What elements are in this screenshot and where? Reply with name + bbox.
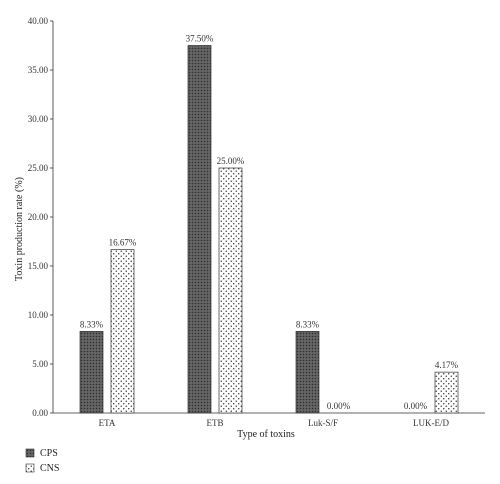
y-tick-label: 5.00 xyxy=(32,359,48,369)
bar-cps xyxy=(295,331,320,414)
legend-label-cns: CNS xyxy=(40,463,59,474)
y-tick-label: 35.00 xyxy=(28,65,49,75)
y-tick-label: 30.00 xyxy=(28,114,49,124)
x-tick-label: ETA xyxy=(99,418,116,428)
data-label-cns: 25.00% xyxy=(217,156,245,166)
y-tick-label: 0.00 xyxy=(32,408,48,418)
data-label-cps: 0.00% xyxy=(404,401,428,411)
data-label-cns: 0.00% xyxy=(327,401,351,411)
legend-swatch-cns xyxy=(25,463,35,473)
legend-label-cps: CPS xyxy=(40,448,58,459)
data-label-cps: 8.33% xyxy=(80,319,104,329)
y-tick-label: 10.00 xyxy=(28,310,49,320)
data-label-cns: 4.17% xyxy=(435,360,459,370)
bar-cns xyxy=(434,371,459,414)
y-axis-title: Toxin production rate (%) xyxy=(14,177,25,281)
y-tick-label: 20.00 xyxy=(28,212,49,222)
x-axis: ETA ETB Luk-S/F LUK-E/D xyxy=(53,412,485,428)
bars-group xyxy=(79,45,459,414)
bar-cns xyxy=(218,167,243,414)
legend: CPS CNS xyxy=(25,448,59,474)
x-tick-label: ETB xyxy=(207,418,224,428)
y-tick-label: 40.00 xyxy=(28,16,49,26)
x-tick-label: LUK-E/D xyxy=(413,418,449,428)
y-tick-label: 15.00 xyxy=(28,261,49,271)
x-tick-label: Luk-S/F xyxy=(308,418,338,428)
bar-cps xyxy=(79,331,104,414)
bar-cps xyxy=(187,45,212,414)
y-tick-label: 25.00 xyxy=(28,163,49,173)
legend-swatch-cps xyxy=(25,448,35,458)
data-label-cps: 37.50% xyxy=(186,34,214,44)
data-label-cns: 16.67% xyxy=(109,238,137,248)
y-axis: 0.00 5.00 10.00 15.00 20.00 25.00 30.00 35.00 40… xyxy=(28,16,54,418)
bar-cns xyxy=(110,249,135,414)
data-label-cps: 8.33% xyxy=(296,319,320,329)
x-axis-title: Type of toxins xyxy=(237,429,295,440)
data-labels-group: 8.33% 16.67% 37.50% 25.00% 8.33% 0.00% 0.00% 4.… xyxy=(80,34,459,412)
